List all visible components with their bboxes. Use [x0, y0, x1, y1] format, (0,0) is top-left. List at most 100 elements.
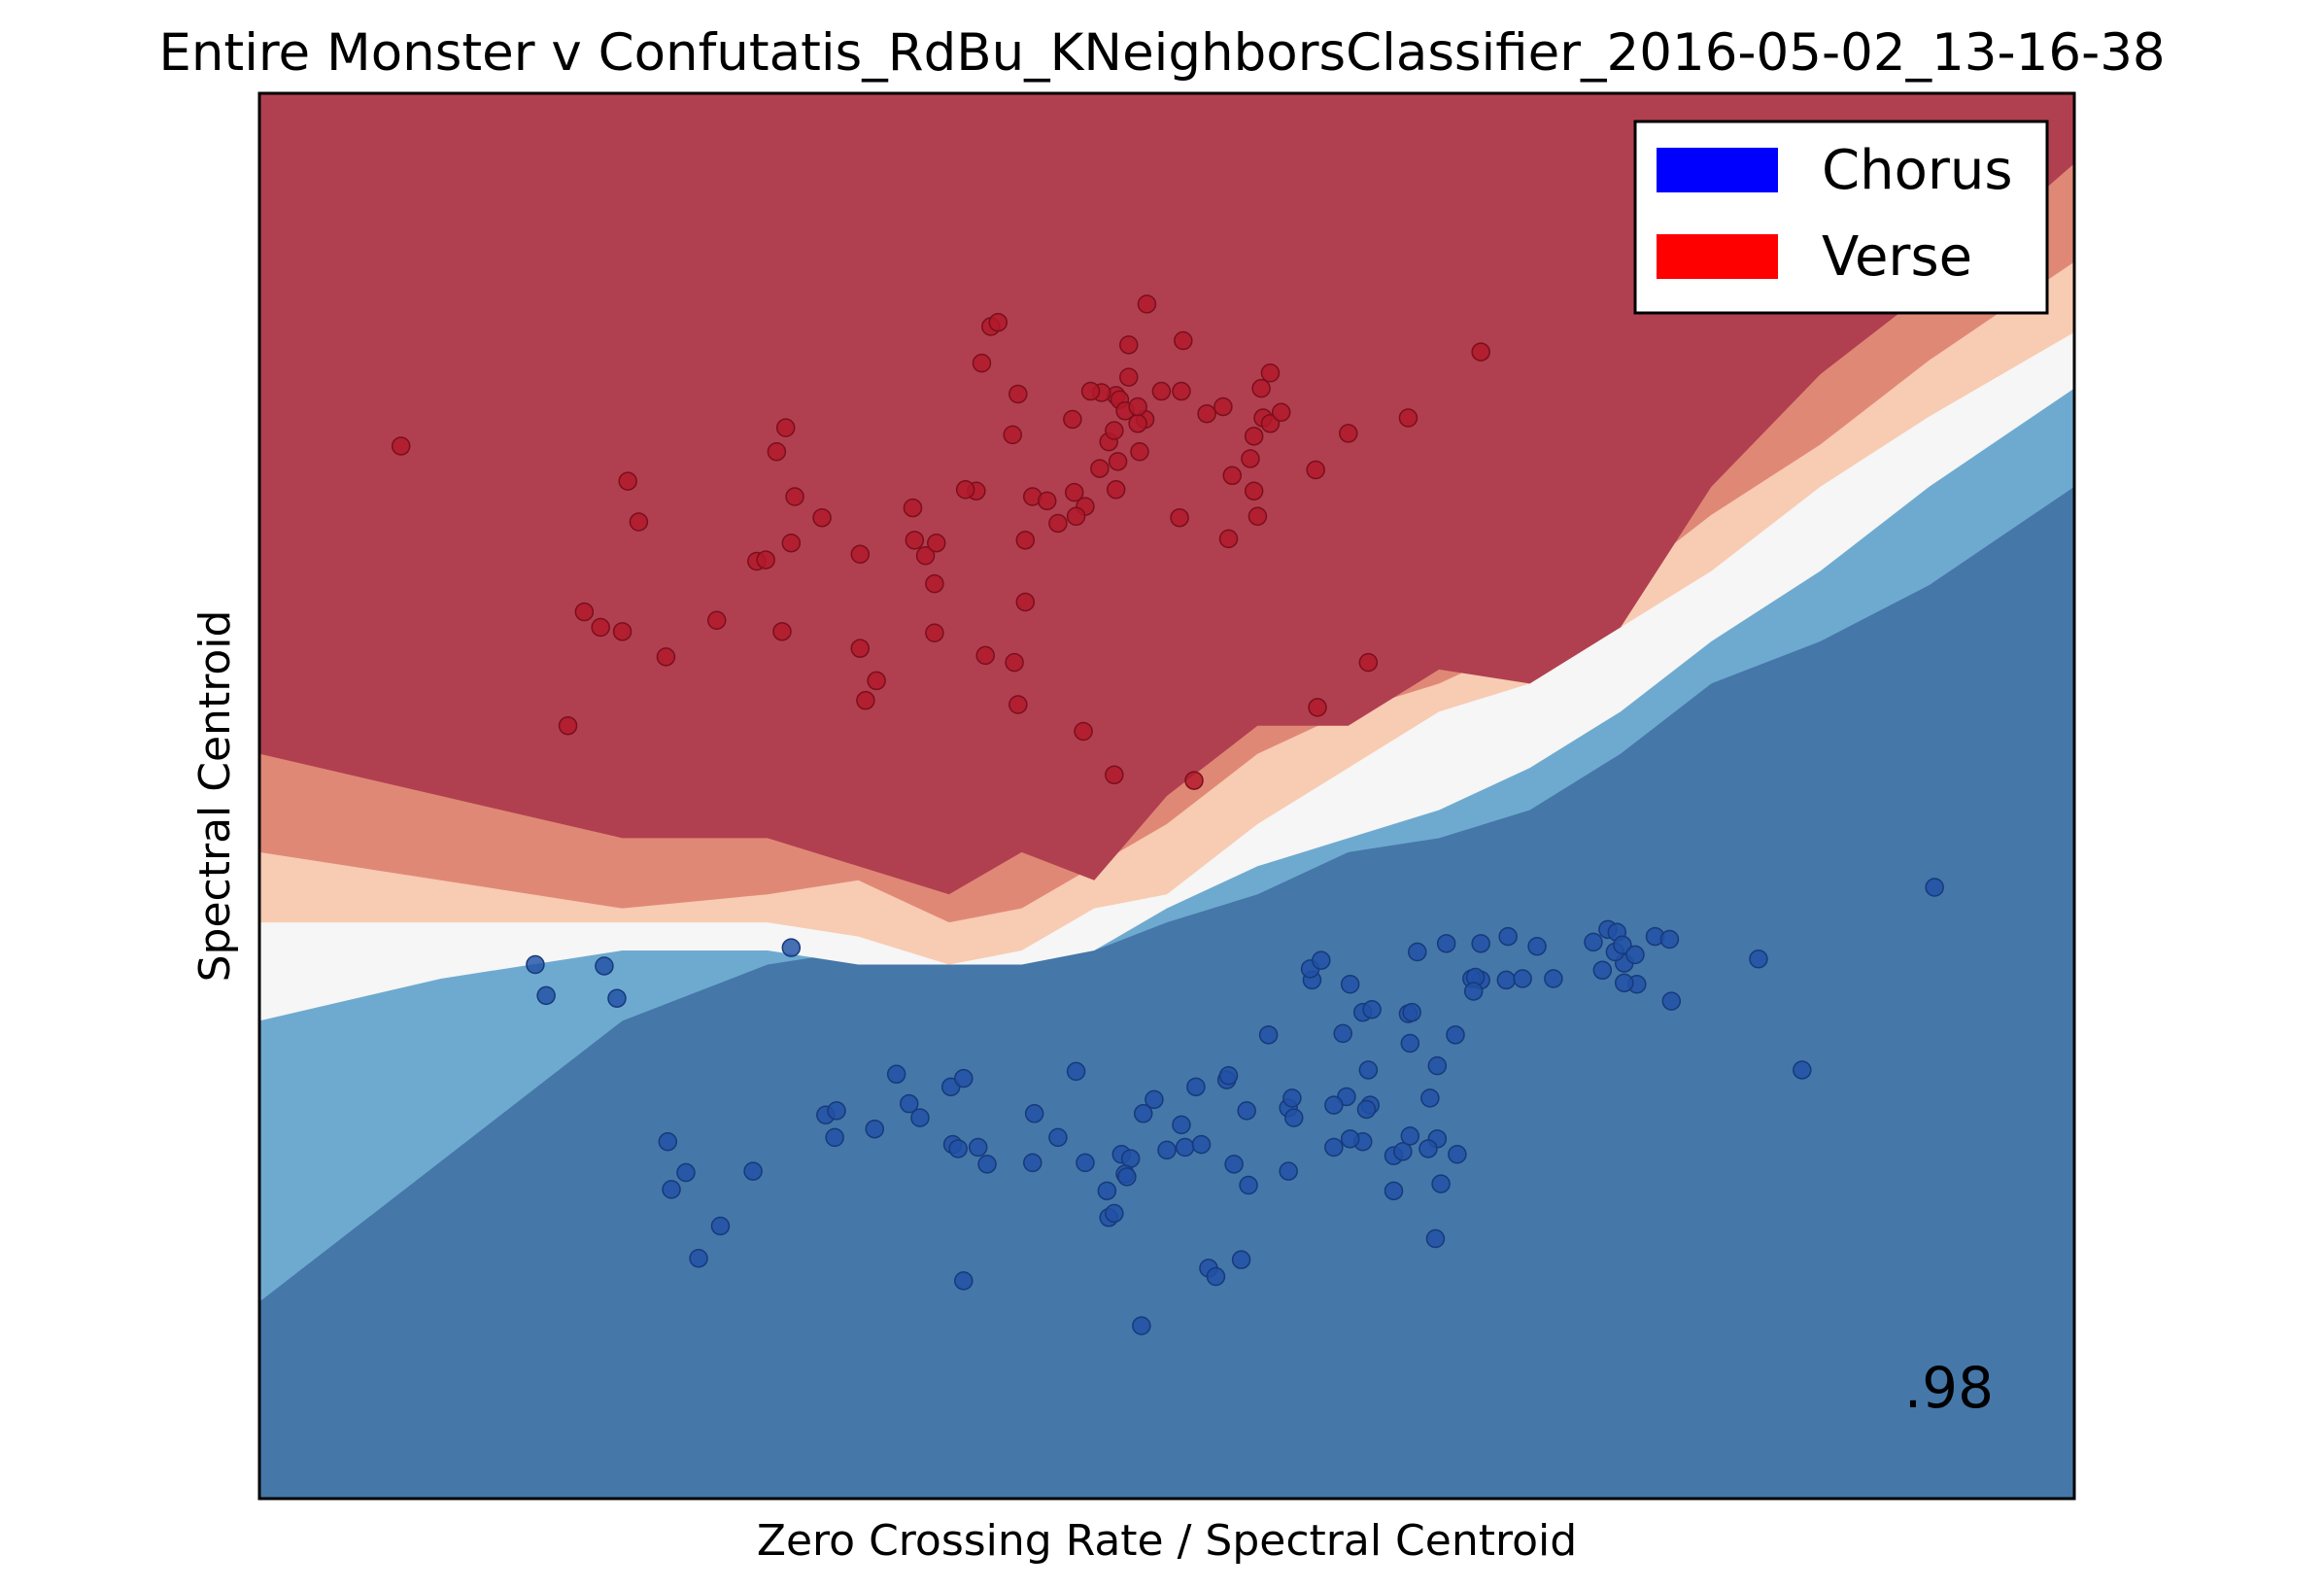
point-chorus-23: [1172, 1115, 1191, 1135]
point-chorus-51: [1436, 934, 1456, 953]
point-chorus-54: [1324, 1137, 1344, 1157]
point-chorus-81: [1659, 929, 1680, 950]
point-verse-70: [1222, 466, 1242, 486]
point-verse-34: [1048, 513, 1068, 534]
point-verse-86: [1358, 652, 1379, 673]
point-chorus-7: [689, 1248, 708, 1268]
point-chorus-108: [1076, 1153, 1095, 1173]
point-chorus-101: [1231, 1250, 1251, 1269]
point-verse-41: [1003, 425, 1022, 445]
point-chorus-98: [1446, 1025, 1465, 1045]
point-verse-76: [1251, 378, 1271, 398]
point-verse-22: [925, 623, 944, 643]
chart-title: Entire Monster v Confutatis_RdBu_KNeighb…: [158, 23, 2165, 83]
point-verse-14: [785, 487, 804, 506]
point-chorus-4: [662, 1180, 681, 1199]
point-verse-82: [1184, 771, 1204, 790]
point-verse-4: [612, 622, 632, 641]
point-verse-32: [1015, 592, 1036, 612]
point-verse-84: [1105, 765, 1124, 785]
data-points: [391, 294, 1944, 1335]
point-chorus-88: [1132, 1316, 1151, 1335]
point-verse-62: [1172, 381, 1191, 401]
legend-swatch-verse: [1657, 234, 1778, 279]
point-chorus-96: [1425, 1228, 1446, 1249]
point-chorus-83: [1661, 991, 1682, 1011]
point-chorus-9: [827, 1101, 846, 1121]
point-chorus-0: [595, 956, 614, 976]
point-chorus-93: [1218, 1066, 1239, 1086]
point-chorus-50: [1408, 942, 1427, 962]
point-verse-18: [905, 531, 925, 550]
point-verse-25: [850, 639, 871, 658]
point-verse-45: [1063, 409, 1082, 430]
point-chorus-61: [1340, 1129, 1360, 1149]
point-chorus-27: [1258, 1025, 1279, 1045]
point-chorus-17: [954, 1068, 974, 1088]
point-chorus-112: [1023, 1153, 1042, 1173]
point-verse-75: [1244, 427, 1264, 446]
point-verse-17: [903, 498, 923, 518]
point-chorus-32: [1066, 1061, 1086, 1082]
point-chorus-63: [1431, 1174, 1451, 1193]
legend: Chorus Verse: [1633, 120, 2049, 315]
point-verse-16: [775, 418, 796, 437]
point-verse-3: [574, 602, 595, 622]
point-verse-60: [1137, 294, 1157, 314]
point-chorus-84: [1749, 949, 1768, 969]
point-verse-20: [850, 544, 871, 565]
point-chorus-25: [1224, 1155, 1244, 1174]
point-chorus-103: [1239, 1175, 1258, 1195]
point-verse-85: [1015, 531, 1036, 550]
point-chorus-70: [1513, 969, 1532, 988]
point-verse-72: [1218, 529, 1239, 549]
point-verse-19: [915, 545, 936, 566]
x-axis-label: Zero Crossing Rate / Spectral Centroid: [757, 1516, 1577, 1566]
point-chorus-3: [676, 1162, 696, 1183]
point-verse-87: [1213, 397, 1233, 417]
point-verse-40: [1108, 452, 1128, 471]
point-verse-65: [1170, 507, 1189, 528]
point-verse-7: [558, 715, 578, 736]
point-verse-0: [391, 436, 411, 456]
point-verse-8: [706, 610, 727, 630]
point-verse-50: [1151, 381, 1172, 401]
point-chorus-43: [1312, 950, 1331, 970]
region-5: [259, 93, 2074, 895]
legend-label-verse: Verse: [1822, 225, 1972, 289]
point-chorus-79: [1625, 945, 1645, 965]
point-chorus-115: [781, 938, 802, 957]
point-chorus-59: [1448, 1144, 1467, 1164]
point-verse-1: [618, 471, 637, 491]
point-verse-78: [1306, 460, 1325, 480]
point-verse-5: [656, 647, 676, 667]
point-verse-66: [1197, 403, 1216, 424]
point-chorus-20: [977, 1155, 997, 1174]
point-verse-74: [1244, 481, 1264, 501]
y-axis-label: Spectral Centroid: [190, 610, 240, 983]
point-verse-88: [1260, 363, 1281, 383]
point-verse-63: [1119, 335, 1139, 355]
point-chorus-35: [1191, 1134, 1212, 1155]
point-chorus-77: [1613, 935, 1632, 955]
plot-area: [259, 93, 2074, 1499]
point-chorus-102: [1282, 1088, 1302, 1108]
point-verse-59: [1128, 414, 1147, 433]
point-verse-48: [1119, 367, 1139, 387]
point-verse-2: [629, 512, 649, 532]
point-verse-46: [1066, 506, 1086, 526]
point-verse-6: [591, 617, 610, 638]
point-chorus-111: [1024, 1104, 1044, 1123]
point-verse-77: [1339, 424, 1358, 443]
point-chorus-33: [1145, 1089, 1164, 1110]
point-chorus-100: [1356, 1099, 1377, 1120]
point-verse-61: [1174, 330, 1193, 351]
point-verse-57: [1080, 381, 1101, 401]
point-chorus-40: [1333, 1023, 1352, 1044]
point-chorus-60: [1384, 1181, 1404, 1201]
point-chorus-69: [1527, 936, 1547, 956]
score-annotation: .98: [1904, 1355, 1994, 1421]
point-chorus-86: [1925, 878, 1944, 897]
point-chorus-6: [710, 1216, 731, 1236]
point-verse-28: [927, 533, 946, 553]
